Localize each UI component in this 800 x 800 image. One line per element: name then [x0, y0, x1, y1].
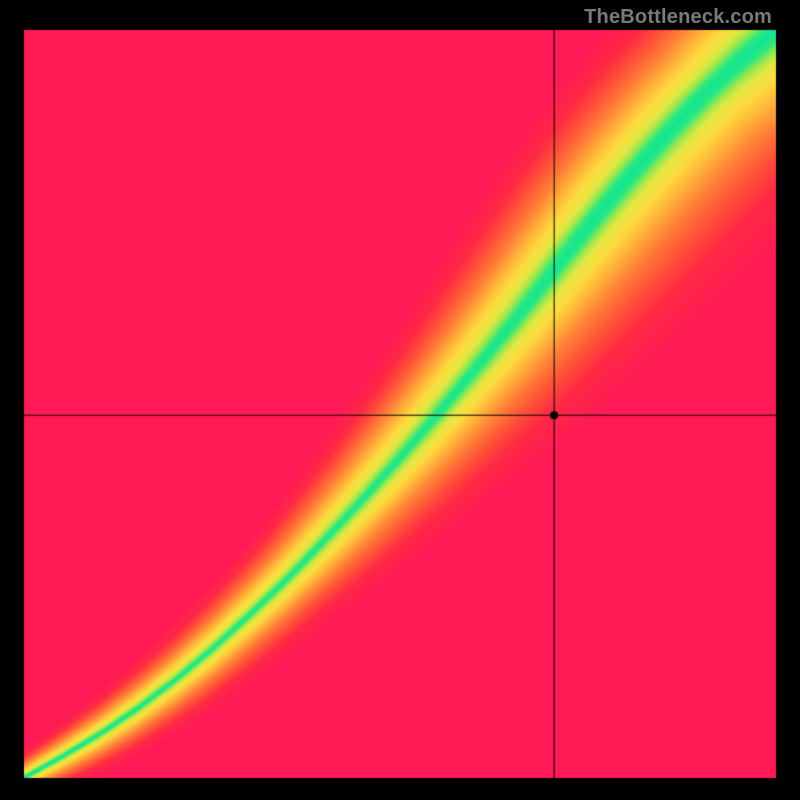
watermark-text: TheBottleneck.com — [584, 6, 772, 29]
bottleneck-heatmap-container: TheBottleneck.com — [0, 0, 800, 800]
bottleneck-heatmap-canvas — [0, 0, 800, 800]
